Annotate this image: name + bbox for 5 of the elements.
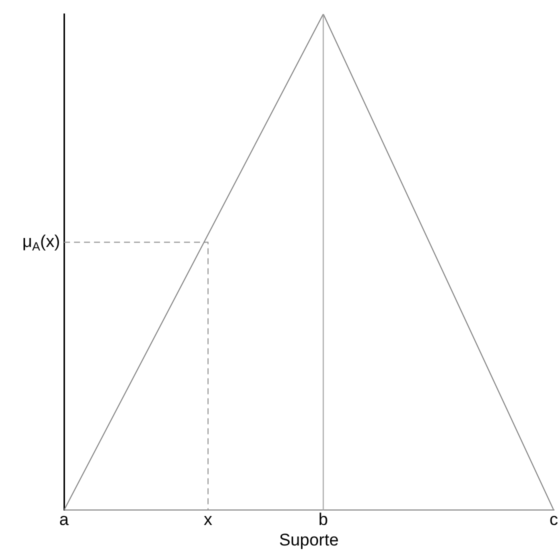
x-tick-label: a [59,510,70,530]
x-axis-title: Suporte [279,530,339,550]
x-tick-label: x [204,510,213,530]
x-tick-label: b [318,510,328,530]
x-tick-label: c [550,510,558,530]
